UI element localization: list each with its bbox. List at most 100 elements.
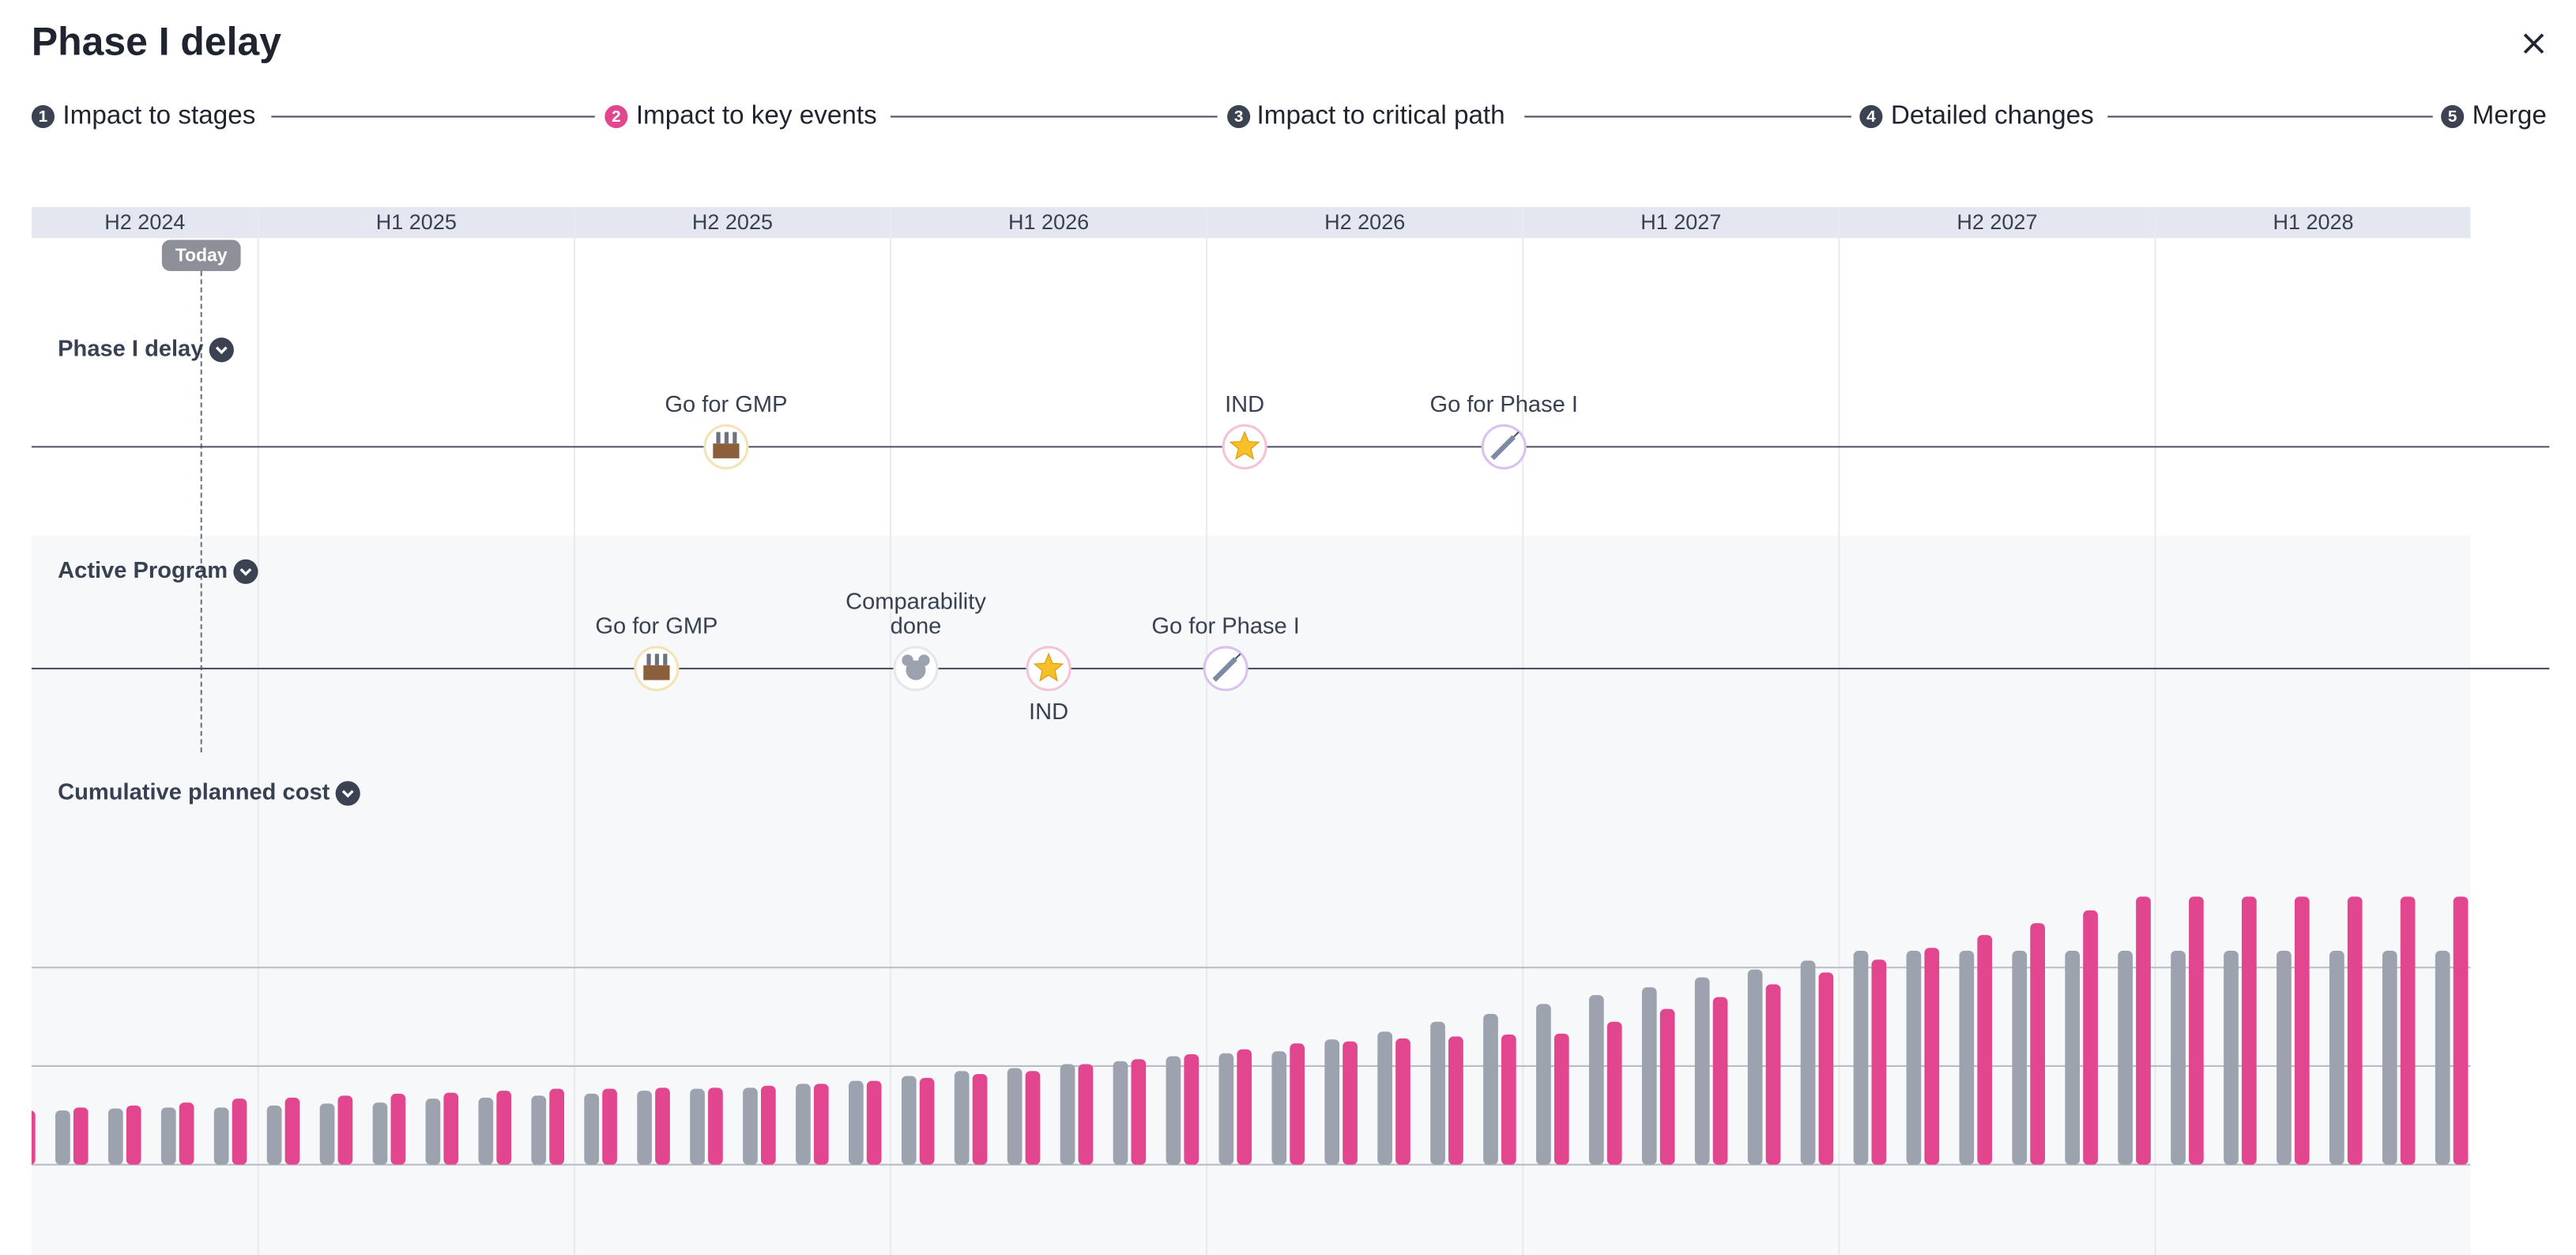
bar [1483,1013,1498,1165]
period-label: H2 2026 [1324,210,1405,234]
bar [919,1077,935,1165]
milestone-label: Go for GMP [665,392,787,417]
factory-chimney [724,432,729,444]
bar [443,1092,459,1165]
step-number: 5 [2448,107,2457,126]
bar [1606,1021,1622,1165]
milestone-label: IND [1225,392,1264,417]
bar [2065,951,2081,1165]
bar [2382,951,2397,1165]
bar [1747,969,1763,1165]
step-number: 3 [1234,107,1244,126]
close-button[interactable] [2523,33,2544,54]
star-glyph [1229,431,1260,460]
step-label: Impact to key events [636,100,877,130]
bar [1536,1004,1551,1165]
bar [337,1095,353,1165]
step-label: Merge [2472,100,2547,130]
bar [55,1110,70,1165]
bar [1218,1053,1234,1165]
bar [2136,896,2151,1165]
step-label: Impact to critical path [1257,100,1505,130]
bar [848,1080,864,1165]
syringe-glyph [1212,657,1237,682]
bar [1078,1064,1094,1165]
bar [1712,997,1728,1165]
bar [1554,1033,1569,1165]
bar [126,1105,141,1165]
bar [1765,984,1781,1165]
bar [901,1076,917,1165]
bar [2189,896,2204,1165]
period-label: H2 2024 [104,210,185,234]
bar [531,1095,547,1165]
today-pill [161,239,241,271]
bar [2171,951,2186,1165]
factory-chimney [646,654,651,665]
chevron [341,790,354,798]
period-label: H1 2026 [1008,210,1089,234]
step-badge [1227,105,1251,129]
bar [1113,1061,1128,1165]
bar [813,1084,829,1165]
step-badge [31,105,55,129]
bar [496,1091,512,1165]
bar [708,1087,723,1165]
bar [602,1088,617,1165]
dialog-title: Phase I delay [32,19,281,63]
bar [1977,935,1993,1165]
expand-toggle[interactable] [233,559,258,584]
period-label: H2 2027 [1956,210,2037,234]
bar [2030,923,2045,1165]
bar [655,1087,670,1165]
bar [1324,1039,1340,1165]
step-label: Impact to stages [62,100,255,130]
bar [2277,951,2292,1165]
bar [1501,1035,1516,1165]
bar [796,1084,811,1165]
bar [1800,960,1816,1165]
bar [319,1103,335,1165]
factory-chimney [733,432,737,444]
factory-glyph [713,443,740,458]
lane-label: Active Program [58,558,228,583]
bar [2453,896,2469,1165]
bar [637,1091,652,1165]
bar [743,1087,758,1165]
bar [1853,951,1869,1165]
bar [2242,896,2257,1165]
milestone-label: Go for Phase I [1151,614,1300,639]
star-glyph [1033,652,1064,682]
step-number: 2 [612,107,621,126]
bar [1166,1056,1181,1165]
bar [1818,972,1834,1165]
bars [31,896,2469,1165]
bar [972,1073,988,1165]
milestone-label: Go for GMP [595,614,717,639]
bar [1430,1021,1445,1165]
step-label: Detailed changes [1891,100,2094,130]
bar [1131,1059,1147,1165]
syringe-needle [1512,431,1520,438]
mouse-ear [918,654,930,666]
expand-toggle[interactable] [335,781,360,806]
bar [284,1097,300,1165]
bar [2435,951,2450,1165]
bar [1007,1068,1022,1165]
milestone-label: IND [1029,699,1068,725]
bar [1377,1031,1392,1165]
expand-toggle[interactable] [209,337,234,363]
chevron [215,346,228,355]
bar [2083,910,2098,1165]
bar [1448,1036,1463,1165]
syringe-needle [1234,653,1241,660]
bar [372,1102,388,1165]
bar [160,1107,176,1165]
period-label: H1 2027 [1640,210,1721,234]
bar [1060,1064,1075,1165]
bar [2347,896,2363,1165]
timeline-header [31,206,2471,239]
step-badge [1859,105,1883,129]
